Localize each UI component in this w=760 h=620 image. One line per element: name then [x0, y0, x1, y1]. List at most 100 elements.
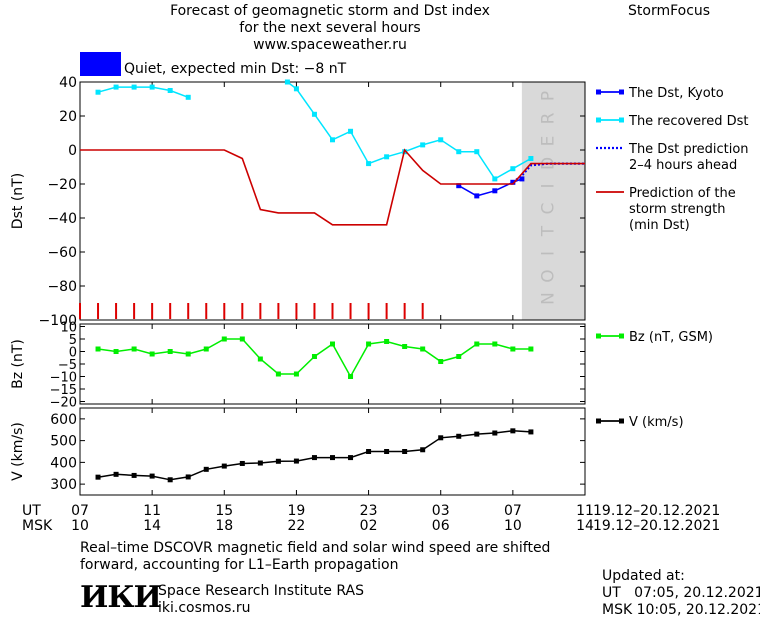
data-point: [293, 458, 299, 464]
data-point: [384, 449, 390, 454]
data-point: [149, 84, 155, 90]
y-tick-label: −20: [50, 396, 77, 411]
data-point: [456, 183, 462, 189]
data-point: [348, 374, 354, 379]
ut-tick-label: 11: [576, 503, 594, 519]
data-point: [113, 84, 119, 90]
data-point: [167, 349, 173, 354]
data-point: [203, 346, 209, 352]
legend-marker: [596, 333, 601, 339]
plot-frame: [79, 81, 586, 321]
data-point: [330, 455, 335, 461]
msk-tick-label: 10: [71, 518, 89, 534]
data-point: [420, 142, 426, 148]
updated-label: Updated at:: [602, 568, 685, 584]
legend-label: The Dst prediction: [628, 142, 749, 157]
legend-marker: [619, 89, 624, 95]
prediction-letter: R: [538, 112, 558, 124]
data-point: [456, 433, 462, 439]
msk-tick-label: 18: [215, 518, 233, 534]
data-point: [185, 94, 191, 100]
data-point: [528, 156, 534, 161]
data-point: [311, 111, 317, 117]
data-point: [348, 455, 354, 461]
institute-site[interactable]: iki.cosmos.ru: [158, 600, 251, 616]
data-point: [510, 179, 516, 185]
data-point: [149, 351, 155, 357]
brand-label: StormFocus: [628, 3, 711, 19]
data-point: [492, 188, 498, 194]
y-tick-label: 500: [50, 434, 77, 450]
ut-axis-label: UT: [22, 503, 41, 519]
prediction-letter: O: [538, 269, 558, 282]
data-point: [438, 137, 444, 143]
data-point: [366, 341, 372, 347]
data-point: [293, 371, 299, 377]
legend-label: storm strength: [629, 202, 726, 217]
data-point: [384, 339, 390, 344]
msk-tick-label: 06: [432, 518, 450, 534]
data-point: [366, 161, 372, 167]
msk-tick-label: 22: [288, 518, 306, 534]
data-point: [366, 449, 372, 454]
data-point: [131, 84, 137, 90]
data-point: [330, 137, 335, 143]
y-tick-label: 0: [68, 143, 77, 159]
data-point: [438, 435, 444, 441]
y-tick-label: 400: [50, 455, 77, 471]
data-point: [474, 341, 480, 347]
ut-tick-label: 07: [71, 503, 89, 519]
data-point: [257, 460, 263, 466]
data-point: [275, 458, 281, 464]
y-tick-label: −100: [39, 313, 77, 329]
legend-label: Prediction of the: [629, 186, 736, 201]
data-point: [311, 354, 317, 359]
y-tick-label: −15: [50, 383, 77, 398]
data-point: [456, 149, 462, 155]
data-point: [257, 356, 263, 362]
legend-label: (min Dst): [629, 218, 690, 233]
plot-frame: [79, 323, 586, 405]
updated-ut: UT 07:05, 20.12.2021: [602, 585, 760, 601]
ut-tick-label: 15: [215, 503, 233, 519]
y-axis-label: Bz (nT): [10, 339, 26, 389]
data-point: [293, 86, 299, 92]
data-point: [510, 166, 516, 172]
y-tick-label: −20: [47, 177, 77, 193]
msk-tick-label: 14: [143, 518, 161, 534]
data-point: [167, 88, 173, 93]
ut-tick-label: 23: [360, 503, 378, 519]
legend-marker: [619, 333, 624, 339]
series-line: [286, 81, 532, 180]
data-point: [275, 371, 281, 377]
prediction-letter: E: [538, 136, 558, 147]
prediction-letter: P: [538, 91, 558, 101]
data-point: [456, 354, 462, 359]
status-text: Quiet, expected min Dst: −8 nT: [124, 61, 347, 77]
legend-marker: [619, 117, 624, 123]
msk-tick-label: 14: [576, 518, 594, 534]
series-line: [80, 148, 585, 226]
data-point: [510, 346, 516, 352]
prediction-letter: I: [538, 251, 558, 256]
y-tick-label: 0: [69, 346, 77, 361]
data-point: [149, 473, 155, 479]
chart-title-line2: for the next several hours: [239, 20, 421, 36]
legend-marker: [596, 89, 601, 95]
data-point: [402, 344, 408, 349]
msk-axis-label: MSK: [22, 518, 53, 534]
data-point: [284, 79, 290, 85]
y-tick-label: 5: [69, 333, 77, 348]
msk-date-range: 19.12–20.12.2021: [593, 518, 720, 534]
data-point: [474, 149, 480, 155]
data-point: [528, 429, 534, 435]
legend-marker: [596, 418, 601, 424]
ut-tick-label: 07: [504, 503, 522, 519]
prediction-letter: I: [538, 183, 558, 188]
legend-label: The Dst, Kyoto: [628, 86, 724, 101]
chart-title-line1: Forecast of geomagnetic storm and Dst in…: [170, 3, 490, 19]
data-point: [492, 341, 498, 347]
y-tick-label: 40: [59, 75, 77, 91]
series-line: [97, 86, 189, 99]
